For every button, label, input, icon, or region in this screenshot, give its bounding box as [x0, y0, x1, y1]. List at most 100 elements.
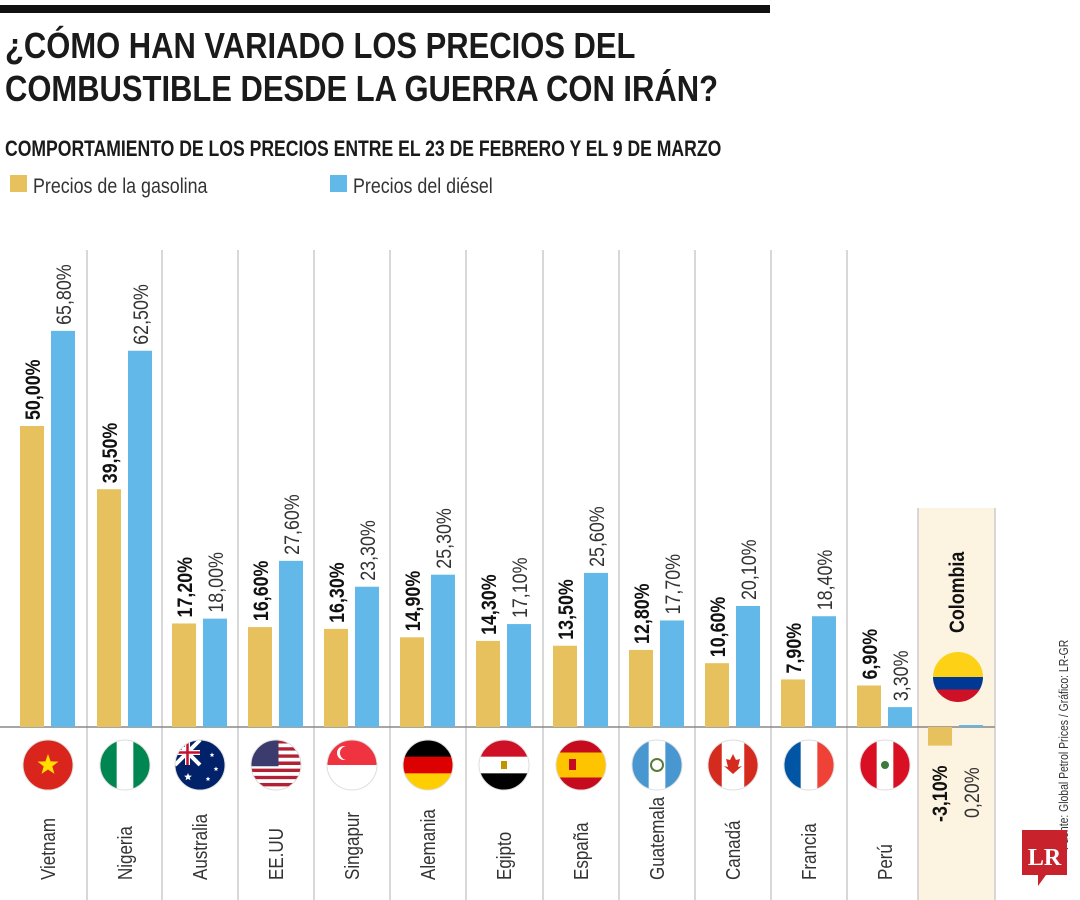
flag-egypt-icon	[478, 739, 530, 791]
country-label-group: Alemania	[417, 809, 440, 880]
value-label-diesel-group: 17,10%	[509, 558, 533, 618]
country-label: EE.UU	[265, 828, 288, 880]
bar-gasoline-4	[324, 628, 348, 727]
subtitle: COMPORTAMIENTO DE LOS PRECIOS ENTRE EL 2…	[5, 137, 721, 161]
flag-guatemala-icon	[631, 739, 683, 791]
value-label-gasoline: 6,90%	[859, 629, 883, 680]
bar-gasoline-0	[20, 426, 44, 727]
country-label: Alemania	[417, 809, 440, 880]
value-label-diesel-group: 0,20%	[961, 767, 985, 818]
source-note: Fuente: Global Petrol Prices / Gráfico: …	[1057, 640, 1071, 850]
flag-peru-icon	[859, 739, 911, 791]
country-label-group: Francia	[798, 823, 821, 880]
bar-diesel-11	[888, 707, 912, 727]
country-label: Singapur	[341, 812, 364, 880]
top-rule	[0, 5, 770, 13]
country-label-group: Colombia	[946, 552, 970, 633]
bar-diesel-3	[279, 560, 303, 727]
legend-swatch-gasoline	[10, 175, 27, 192]
bar-diesel-0	[51, 330, 75, 727]
value-label-diesel: 17,10%	[509, 558, 533, 618]
value-label-gasoline: 7,90%	[783, 623, 807, 674]
value-label-diesel: 65,80%	[53, 264, 77, 324]
value-label-gasoline-group: 16,30%	[326, 562, 350, 622]
plot-area: 50,00% 65,80% Vietnam 39,50% 62,50% Nigeria 17…	[0, 250, 996, 900]
value-label-gasoline: -3,10%	[929, 765, 953, 822]
value-label-diesel-group: 25,60%	[586, 506, 610, 566]
value-label-gasoline-group: 13,50%	[555, 579, 579, 639]
value-label-gasoline: 16,60%	[250, 561, 274, 621]
title-line-2: COMBUSTIBLE DESDE LA GUERRA CON IRÁN?	[5, 69, 718, 110]
value-label-gasoline: 14,30%	[478, 574, 502, 634]
bar-diesel-5	[431, 574, 455, 727]
bar-diesel-7	[584, 572, 608, 727]
value-label-gasoline: 14,90%	[402, 571, 426, 631]
value-label-diesel-group: 18,40%	[814, 550, 838, 610]
value-label-diesel: 27,60%	[281, 494, 305, 554]
value-label-diesel-group: 27,60%	[281, 494, 305, 554]
value-label-diesel: 62,50%	[130, 284, 154, 344]
country-label-group: EE.UU	[265, 828, 288, 880]
country-label: Egipto	[493, 832, 516, 880]
country-label-group: Egipto	[493, 832, 516, 880]
flag-australia-icon	[174, 739, 226, 791]
country-label: Nigeria	[114, 826, 137, 880]
value-label-gasoline-group: 17,20%	[174, 557, 198, 617]
flag-germany-icon	[402, 739, 454, 791]
lr-logo-text: LR	[1028, 845, 1062, 871]
flag-usa-icon	[250, 739, 302, 791]
bar-diesel-4	[355, 586, 379, 727]
value-label-diesel-group: 3,30%	[890, 651, 914, 702]
value-label-diesel: 25,60%	[586, 506, 610, 566]
country-label-group: Vietnam	[37, 818, 60, 880]
bar-gasoline-11	[857, 685, 881, 727]
value-label-diesel-group: 23,30%	[357, 520, 381, 580]
bar-gasoline-2	[172, 623, 196, 727]
country-label: Guatemala	[646, 796, 669, 880]
country-label-group: Perú	[874, 844, 897, 880]
country-label: Francia	[798, 823, 821, 880]
country-label: Vietnam	[37, 818, 60, 880]
value-label-diesel-group: 65,80%	[53, 264, 77, 324]
country-label: Australia	[189, 813, 212, 880]
bar-gasoline-1	[97, 489, 121, 727]
value-label-diesel-group: 20,10%	[738, 540, 762, 600]
bar-gasoline-6	[476, 640, 500, 727]
bar-diesel-9	[736, 605, 760, 727]
country-label-highlight: Colombia	[946, 552, 970, 633]
value-label-diesel: 20,10%	[738, 540, 762, 600]
value-label-gasoline-group: 6,90%	[859, 629, 883, 680]
flag-vietnam-icon	[22, 739, 74, 791]
country-label: Perú	[874, 844, 897, 880]
value-label-gasoline-group: 7,90%	[783, 623, 807, 674]
value-label-diesel-group: 18,00%	[205, 552, 229, 612]
value-label-gasoline: 12,80%	[631, 583, 655, 643]
bar-diesel-12	[959, 725, 983, 727]
bar-gasoline-12	[928, 727, 952, 746]
value-label-gasoline-group: 10,60%	[707, 597, 731, 657]
flag-singapore-icon	[326, 739, 378, 791]
value-label-diesel: 17,70%	[662, 554, 686, 614]
flag-colombia-icon	[933, 652, 983, 702]
value-label-diesel: 18,40%	[814, 550, 838, 610]
value-label-gasoline-group: 50,00%	[22, 360, 46, 420]
legend-swatch-diesel	[330, 175, 347, 192]
country-label-group: Canadá	[722, 820, 745, 880]
bar-diesel-2	[203, 618, 227, 727]
value-label-gasoline-group: 14,90%	[402, 571, 426, 631]
value-label-diesel: 0,20%	[961, 767, 985, 818]
bar-diesel-8	[660, 620, 684, 727]
flag-nigeria-icon	[99, 739, 151, 791]
value-label-gasoline-group: 16,60%	[250, 561, 274, 621]
flag-spain-icon	[555, 739, 607, 791]
highlight-band	[918, 508, 995, 900]
bar-diesel-10	[812, 616, 836, 727]
country-label-group: España	[570, 822, 593, 880]
value-label-gasoline-group: 12,80%	[631, 583, 655, 643]
lr-logo: LR	[1022, 830, 1067, 886]
value-label-gasoline-group: -3,10%	[929, 765, 953, 822]
flag-france-icon	[783, 739, 835, 791]
country-label-group: Singapur	[341, 812, 364, 880]
bar-gasoline-7	[553, 645, 577, 727]
